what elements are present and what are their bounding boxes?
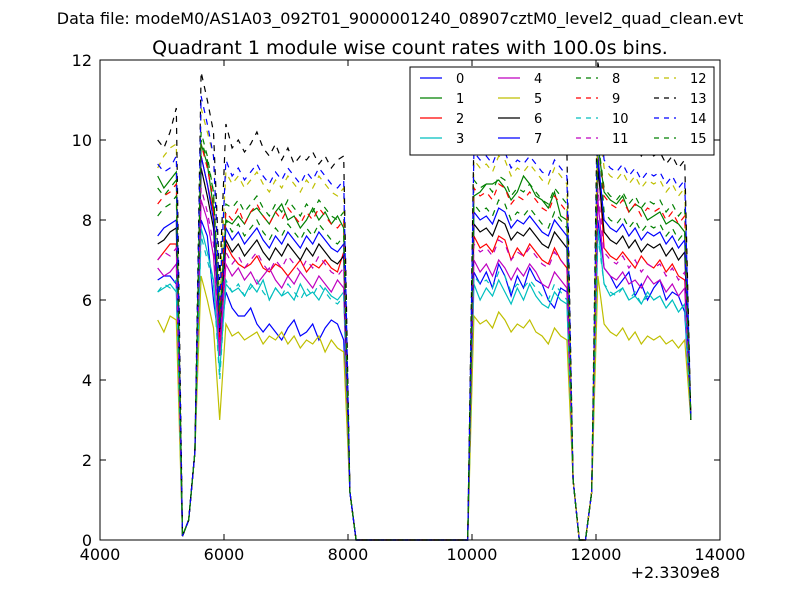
legend-label-14: 14: [690, 112, 707, 127]
legend-label-1: 1: [456, 92, 464, 107]
legend-label-3: 3: [456, 132, 464, 147]
x-tick-label: 14000: [695, 545, 746, 564]
x-tick-label: 10000: [447, 545, 498, 564]
y-tick-label: 2: [82, 451, 92, 470]
legend-label-10: 10: [612, 112, 629, 127]
series-line-9: [157, 143, 692, 541]
legend-label-12: 12: [690, 72, 707, 87]
legend-label-8: 8: [612, 72, 620, 87]
y-tick-label: 0: [82, 531, 92, 550]
legend-label-11: 11: [612, 132, 629, 147]
x-tick-label: 4000: [80, 545, 121, 564]
y-tick-label: 10: [72, 131, 92, 150]
series-line-4: [157, 199, 692, 541]
series-line-6: [157, 167, 692, 541]
x-tick-label: 12000: [571, 545, 622, 564]
series-line-1: [157, 143, 692, 541]
legend-label-4: 4: [534, 72, 542, 87]
legend-frame: [409, 66, 715, 156]
legend-label-0: 0: [456, 72, 464, 87]
legend-label-9: 9: [612, 92, 620, 107]
legend-label-6: 6: [534, 112, 542, 127]
x-tick-label: 8000: [328, 545, 369, 564]
y-tick-label: 4: [82, 371, 92, 390]
y-tick-label: 12: [72, 51, 92, 70]
legend-label-7: 7: [534, 132, 542, 147]
y-tick-label: 6: [82, 291, 92, 310]
y-tick-label: 8: [82, 211, 92, 230]
series-line-15: [157, 131, 692, 541]
chart-suptitle: Data file: modeM0/AS1A03_092T01_90000012…: [57, 9, 743, 29]
series-line-7: [157, 155, 692, 541]
chart-title: Quadrant 1 module wise count rates with …: [152, 37, 668, 59]
series-line-3: [157, 227, 692, 541]
series-line-12: [157, 107, 692, 541]
legend-label-5: 5: [534, 92, 542, 107]
legend-label-13: 13: [690, 92, 707, 107]
x-tick-label: 6000: [204, 545, 245, 564]
legend-label-15: 15: [690, 132, 707, 147]
series-line-2: [157, 155, 692, 541]
series-line-14: [157, 95, 692, 541]
series-line-10: [157, 235, 692, 541]
legend-label-2: 2: [456, 112, 464, 127]
x-axis-offset-label: +2.3309e8: [631, 563, 720, 582]
